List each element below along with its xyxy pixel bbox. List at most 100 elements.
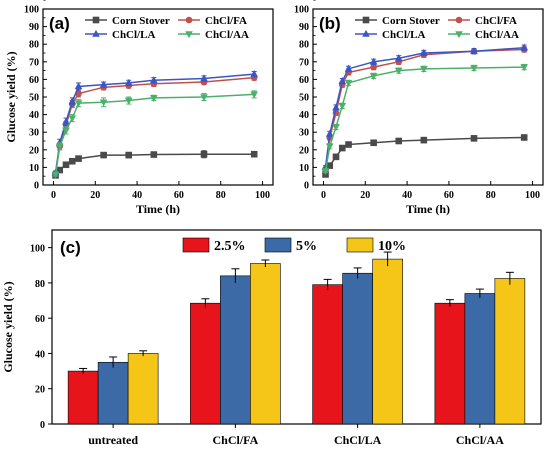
y-tick-label: 20 (29, 145, 39, 156)
series-line (324, 46, 525, 168)
legend-label: 2.5% (214, 239, 246, 254)
bar-5 (220, 275, 251, 425)
data-point (394, 54, 403, 62)
legend-label: Corn Stover (112, 15, 170, 27)
bar-group-untreated (67, 350, 159, 425)
data-point (344, 80, 353, 88)
data-point (62, 127, 70, 135)
series-line (54, 73, 255, 173)
y-tick-label: 80 (29, 40, 39, 51)
legend-swatch (264, 237, 292, 253)
data-point (150, 95, 158, 102)
data-point (56, 166, 64, 174)
legend-item-chcl-la: ChCl/LA (355, 29, 425, 41)
bar-10 (250, 263, 281, 425)
panel-c-bar-chart: 0 20 40 60 80 100 Glucose yield (%) (c) untreate… (1, 229, 542, 447)
y-tick-label: 10 (29, 163, 39, 174)
x-axis-label: Time (h) (136, 202, 180, 216)
data-point (370, 63, 377, 71)
data-point (420, 66, 428, 73)
series-line (54, 76, 255, 174)
legend-marker (455, 31, 463, 39)
legend-label: Corn Stover (382, 15, 440, 27)
data-point (200, 94, 208, 102)
data-point (326, 162, 334, 169)
series-chcl-aa (51, 90, 258, 179)
data-point (55, 143, 64, 151)
data-point (62, 161, 70, 169)
x-tick-label: 0 (51, 190, 56, 201)
data-point (74, 100, 83, 108)
data-point (200, 150, 208, 158)
data-point (250, 150, 258, 158)
bar-2-5 (190, 302, 221, 425)
y-tick-label: 60 (299, 75, 309, 86)
data-point (520, 64, 528, 72)
panel-label: (b) (319, 14, 341, 33)
y-tick-label: 0 (34, 181, 39, 192)
data-point (321, 168, 330, 176)
bar-10 (127, 353, 159, 425)
y-tick-label: 100 (24, 5, 39, 16)
legend: 2.5% 5% 10% (182, 237, 406, 254)
data-point (332, 103, 340, 111)
data-point (520, 134, 528, 141)
series-chcl-la (51, 70, 258, 176)
category-label: ChCl/LA (334, 433, 382, 447)
y-tick-label: 60 (29, 75, 39, 86)
data-point (99, 80, 108, 88)
series-chcl-aa (321, 63, 528, 176)
y-tick-label: 50 (299, 93, 309, 104)
bar-group-chcl-la (312, 251, 403, 425)
legend-item-chcl-fa: ChCl/FA (448, 15, 517, 27)
y-tick-label: 30 (299, 128, 309, 139)
y-axis-label: Glucose yield (%) (1, 281, 15, 372)
x-axis-label: Time (h) (406, 202, 450, 216)
legend-label: 5% (296, 239, 317, 254)
data-point (250, 91, 258, 99)
x-tick-label: 20 (360, 190, 370, 201)
y-tick-label: 0 (40, 420, 45, 431)
legend-label: ChCl/LA (382, 29, 425, 41)
legend-label: ChCl/FA (475, 15, 517, 27)
legend-swatch (182, 237, 210, 253)
y-tick-label: 60 (35, 314, 45, 325)
plot-frame (51, 229, 542, 425)
data-point (325, 143, 334, 151)
x-tick-label: 100 (525, 190, 540, 201)
legend-label: ChCl/FA (205, 15, 247, 27)
data-point (68, 97, 77, 105)
data-point (150, 76, 158, 84)
bar-2-5 (67, 370, 99, 425)
data-point (420, 136, 428, 144)
x-tick-label: 80 (216, 190, 226, 201)
y-tick-label: 70 (29, 57, 39, 68)
bar-10 (372, 258, 403, 425)
legend-item-10: 10% (346, 237, 406, 254)
data-point (124, 97, 133, 105)
legend-item-chcl-aa: ChCl/AA (448, 29, 519, 41)
category-label: ChCl/AA (456, 433, 504, 447)
series-line (54, 93, 255, 175)
legend-marker (362, 16, 370, 24)
y-tick-label: 70 (299, 57, 309, 68)
y-tick-label: 80 (35, 279, 45, 290)
legend-marker (455, 16, 463, 24)
bar-5 (464, 293, 496, 425)
legend: Corn Stover ChCl/FA ChCl/LA ChCl/AA (355, 15, 519, 41)
panel-label: (c) (60, 238, 81, 257)
x-tick-label: 0 (321, 190, 326, 201)
x-tick-label: 60 (444, 190, 454, 201)
category-label: untreated (88, 433, 138, 447)
x-tick-label: 40 (132, 190, 142, 201)
data-point (344, 64, 353, 72)
legend-label: ChCl/AA (475, 29, 519, 41)
x-tick-label: 100 (255, 190, 270, 201)
data-point (250, 70, 258, 77)
legend: Corn Stover ChCl/FA ChCl/LA ChCl/AA (85, 15, 249, 41)
series-corn-stover (322, 134, 528, 178)
data-point (470, 135, 478, 142)
bar-2-5 (312, 284, 343, 425)
legend-item-chcl-la: ChCl/LA (85, 29, 155, 41)
